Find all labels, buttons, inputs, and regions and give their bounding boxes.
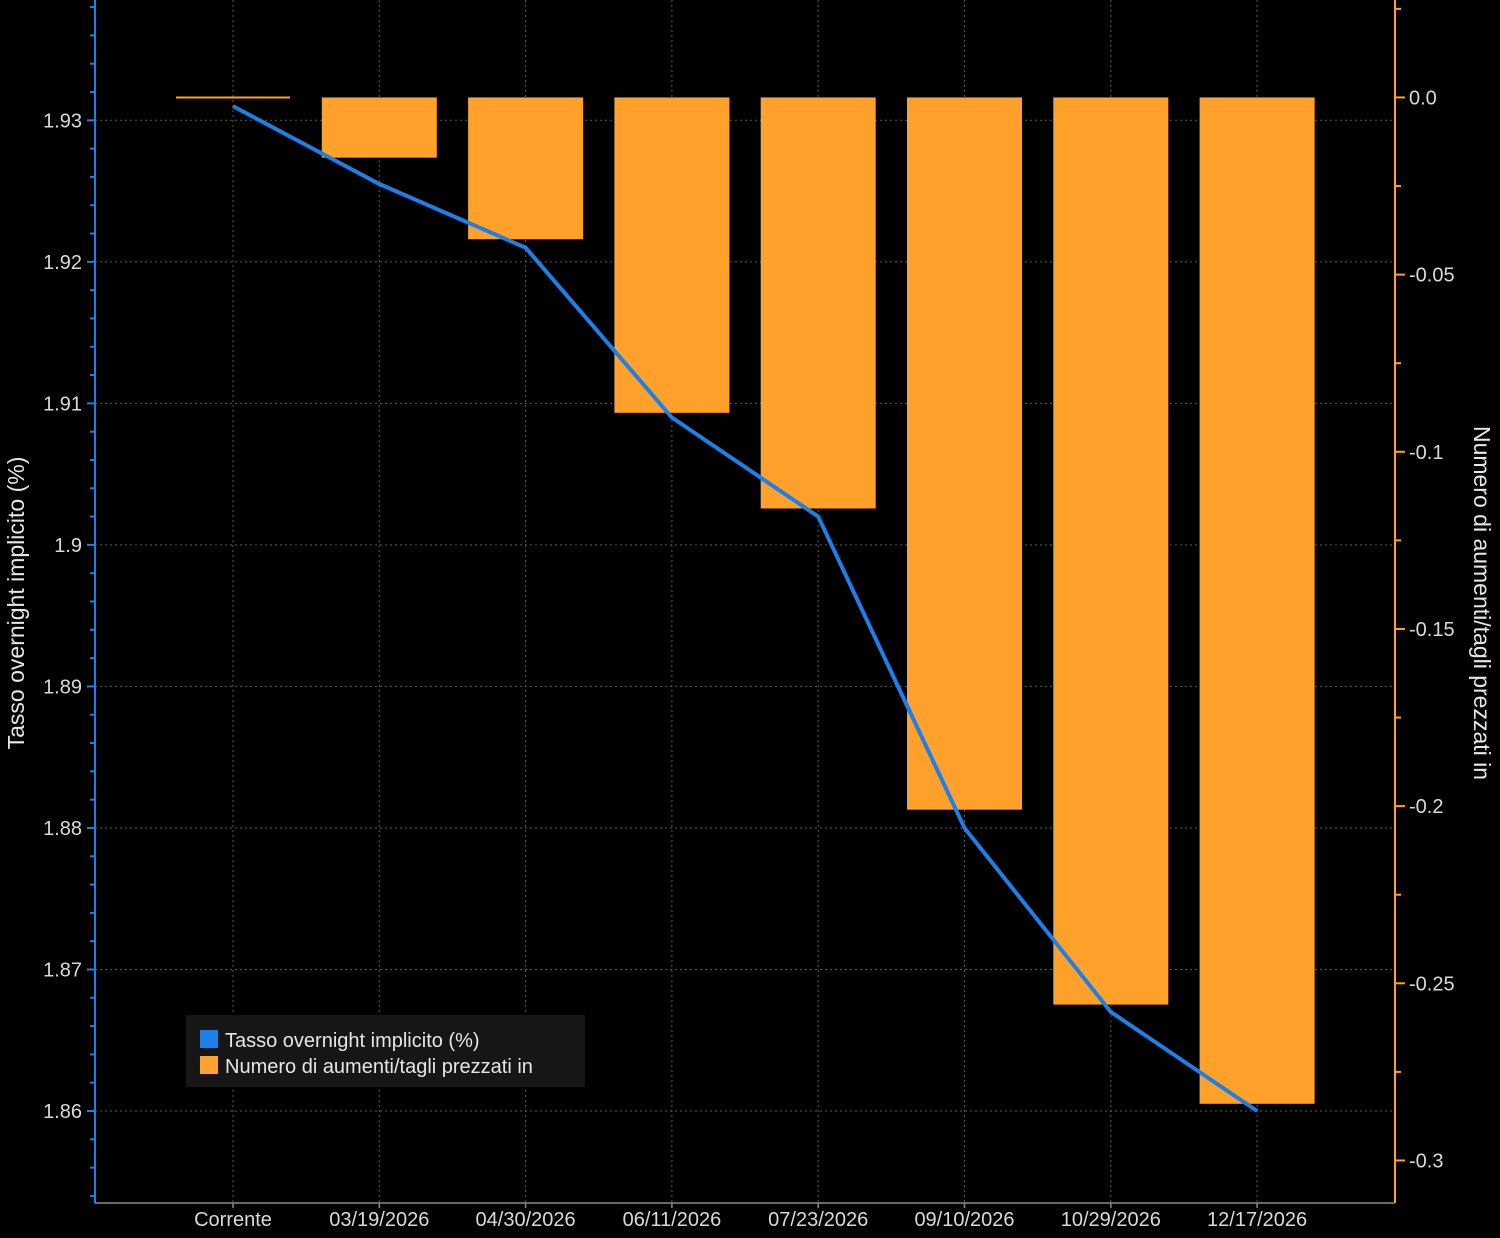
right-axis-tick-label: -0.05 xyxy=(1409,265,1455,287)
legend-label-line: Tasso overnight implicito (%) xyxy=(225,1030,480,1052)
right-axis-tick-label: -0.1 xyxy=(1409,442,1443,464)
bar xyxy=(761,97,876,508)
bar xyxy=(1200,97,1315,1103)
left-axis-tick-label: 1.89 xyxy=(43,676,82,698)
bar xyxy=(468,97,583,239)
right-axis-tick-label: -0.25 xyxy=(1409,973,1455,995)
x-axis-tick-label: 09/10/2026 xyxy=(914,1209,1014,1231)
bar xyxy=(614,97,729,412)
legend-swatch-line xyxy=(200,1030,218,1048)
right-axis-tick-label: 0.0 xyxy=(1409,87,1437,109)
legend-label-bar: Numero di aumenti/tagli prezzati in xyxy=(225,1056,533,1078)
legend-swatch-bar xyxy=(200,1056,218,1074)
x-axis-tick-label: 04/30/2026 xyxy=(476,1209,576,1231)
left-axis-tick-label: 1.87 xyxy=(43,959,82,981)
x-axis-tick-label: Corrente xyxy=(194,1209,272,1231)
bar xyxy=(907,97,1022,809)
left-axis-tick-label: 1.9 xyxy=(54,535,82,557)
bar xyxy=(1053,97,1168,1004)
x-axis-tick-label: 06/11/2026 xyxy=(623,1209,722,1231)
legend: Tasso overnight implicito (%) Numero di … xyxy=(186,1015,585,1087)
left-axis-tick-label: 1.91 xyxy=(43,393,82,415)
right-axis-title: Numero di aumenti/tagli prezzati in xyxy=(1469,426,1495,780)
bar xyxy=(322,97,437,157)
left-axis-tick-label: 1.88 xyxy=(43,818,82,840)
right-axis-tick-label: -0.15 xyxy=(1409,619,1455,641)
left-axis-tick-label: 1.93 xyxy=(43,110,82,132)
x-axis-tick-label: 12/17/2026 xyxy=(1207,1209,1307,1231)
x-axis-tick-label: 03/19/2026 xyxy=(329,1209,429,1231)
right-axis-tick-label: -0.2 xyxy=(1409,796,1443,818)
right-axis-tick-label: -0.3 xyxy=(1409,1150,1443,1172)
x-axis-tick-label: 07/23/2026 xyxy=(768,1209,868,1231)
left-axis-title: Tasso overnight implicito (%) xyxy=(3,457,29,750)
left-axis-tick-label: 1.86 xyxy=(43,1101,82,1123)
x-axis-tick-label: 10/29/2026 xyxy=(1061,1209,1161,1231)
left-axis-tick-label: 1.92 xyxy=(43,252,82,274)
